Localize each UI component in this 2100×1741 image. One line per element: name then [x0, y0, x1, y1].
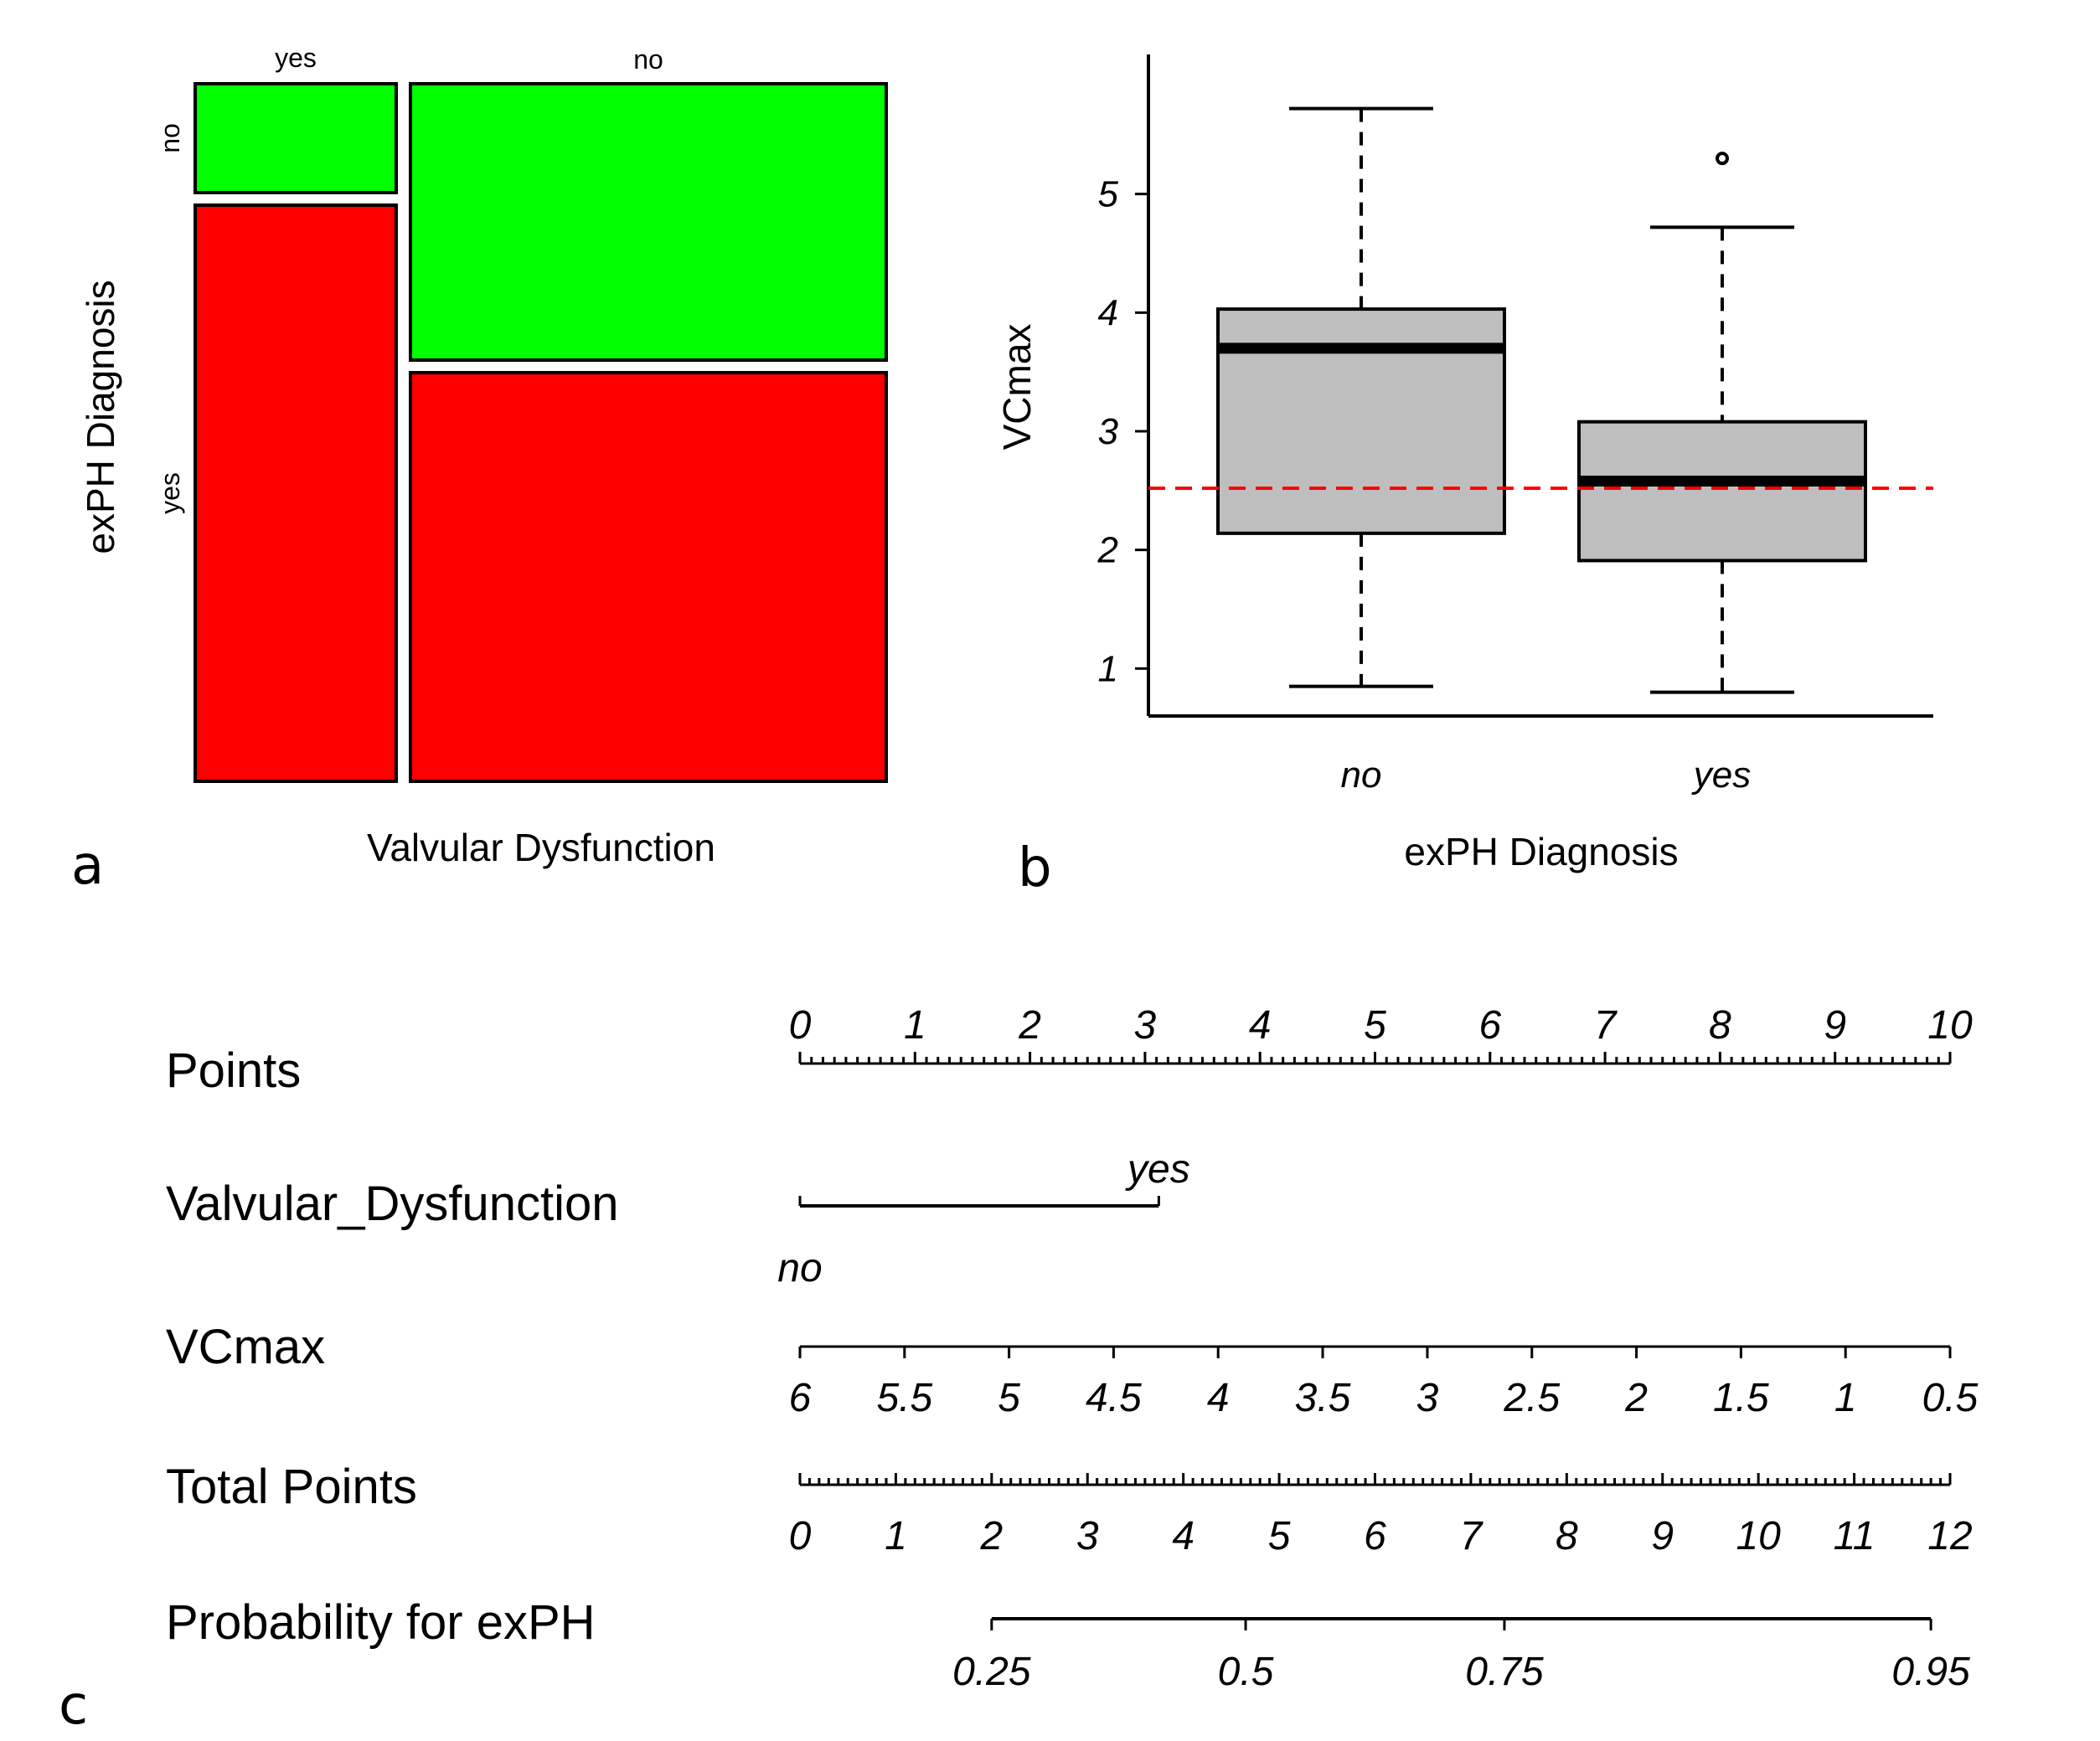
mosaic-column-label-no: no [633, 44, 663, 75]
box-y-tick-label: 1 [1098, 648, 1118, 689]
box-y-tick-label: 3 [1098, 411, 1119, 452]
mosaic-row-label-no: no [155, 123, 185, 153]
valvular-level-label-no: no [777, 1246, 822, 1290]
points-tick-label: 3 [1134, 1003, 1157, 1048]
total-points-tick-label: 4 [1172, 1514, 1194, 1558]
vcmax-tick-label: 5.5 [876, 1376, 932, 1420]
points-tick-label: 5 [1364, 1003, 1386, 1048]
box-axes-layer: 1 2 3 4 5 [1097, 54, 1933, 718]
probability-tick-label: 0.95 [1891, 1650, 1970, 1694]
box-y-tick-label: 2 [1097, 530, 1118, 571]
mosaic-y-axis-title: exPH Diagnosis [79, 280, 122, 554]
points-tick-label: 0 [789, 1003, 812, 1048]
valvular-level-label-yes: yes [1125, 1147, 1190, 1192]
mosaic-column-label-yes: yes [275, 43, 317, 73]
box-group-label-yes: yes [1691, 755, 1751, 796]
points-tick-label: 9 [1824, 1003, 1846, 1048]
total-points-tick-label: 11 [1834, 1514, 1876, 1558]
mosaic-x-axis-title: Valvular Dysfunction [367, 826, 715, 869]
points-tick-label: 2 [1018, 1003, 1041, 1048]
box-groups-layer [1216, 106, 1867, 694]
total-points-tick-label: 6 [1364, 1514, 1386, 1558]
nomogram-row-label-total-points: Total Points [166, 1460, 417, 1514]
total-points-tick-label: 10 [1736, 1514, 1781, 1558]
vcmax-tick-label: 2 [1624, 1376, 1648, 1420]
box-outlier [1716, 152, 1729, 166]
box-plot: 1 2 3 4 5 no yes VCmax exPH Diagnosis b [995, 54, 1933, 899]
box-y-tick-label: 4 [1098, 292, 1118, 333]
vcmax-tick-label: 2.5 [1503, 1376, 1560, 1420]
box-y-axis-title: VCmax [995, 324, 1039, 451]
mosaic-row-label-yes: yes [155, 472, 185, 514]
points-tick-label: 4 [1249, 1003, 1272, 1048]
nomogram-row-label-probability: Probability for exPH [166, 1595, 596, 1650]
total-points-tick-label: 0 [789, 1514, 812, 1558]
panel-letter-b: b [1018, 837, 1052, 899]
nomogram-row-label-vcmax: VCmax [166, 1320, 325, 1374]
vcmax-tick-label: 5 [998, 1376, 1020, 1420]
vcmax-tick-label: 4 [1207, 1376, 1230, 1420]
points-tick-label: 7 [1594, 1003, 1618, 1048]
total-points-tick-label: 5 [1268, 1514, 1291, 1558]
box-group-yes [1577, 152, 1867, 694]
mosaic-cell-valvular-no-exph-no [409, 82, 888, 362]
vcmax-tick-label: 1 [1834, 1376, 1857, 1420]
total-points-tick-label: 2 [979, 1514, 1003, 1558]
vcmax-tick-label: 3.5 [1295, 1376, 1351, 1420]
total-points-tick-label: 12 [1927, 1514, 1972, 1558]
total-points-tick-label: 7 [1460, 1514, 1484, 1558]
box-group-label-no: no [1341, 755, 1382, 796]
vcmax-tick-label: 0.5 [1922, 1376, 1979, 1420]
vcmax-tick-label: 6 [789, 1376, 812, 1420]
probability-tick-label: 0.25 [952, 1650, 1031, 1694]
vcmax-tick-label: 3 [1416, 1376, 1439, 1420]
points-tick-label: 8 [1709, 1003, 1731, 1048]
total-points-tick-label: 1 [885, 1514, 907, 1558]
nomogram-row-label-points: Points [166, 1043, 301, 1098]
mosaic-cell-valvular-no-exph-yes [409, 371, 888, 783]
box-iqr [1216, 307, 1506, 535]
nomogram: Points Valvular_Dysfunction VCmax Total … [59, 1003, 1979, 1737]
mosaic-plot: yes no no yes exPH Diagnosis Valvular Dy… [71, 43, 888, 897]
box-iqr [1577, 420, 1867, 563]
vcmax-tick-label: 4.5 [1086, 1376, 1142, 1420]
mosaic-cell-valvular-yes-exph-yes [193, 203, 398, 783]
vcmax-tick-label: 1.5 [1713, 1376, 1769, 1420]
box-x-axis-title: exPH Diagnosis [1404, 830, 1678, 873]
probability-tick-label: 0.75 [1465, 1650, 1544, 1694]
box-group-no [1216, 106, 1506, 688]
panel-letter-a: a [71, 835, 104, 897]
mosaic-cell-valvular-yes-exph-no [193, 82, 398, 194]
box-y-tick-label: 5 [1098, 174, 1119, 215]
probability-tick-label: 0.5 [1218, 1650, 1274, 1694]
nomogram-row-label-valvular: Valvular_Dysfunction [166, 1177, 619, 1231]
total-points-tick-label: 3 [1076, 1514, 1099, 1558]
panel-letter-c: c [59, 1675, 88, 1737]
points-tick-label: 10 [1927, 1003, 1973, 1048]
total-points-tick-label: 8 [1556, 1514, 1578, 1558]
points-tick-label: 1 [904, 1003, 926, 1048]
total-points-tick-label: 9 [1651, 1514, 1674, 1558]
points-tick-label: 6 [1478, 1003, 1501, 1048]
